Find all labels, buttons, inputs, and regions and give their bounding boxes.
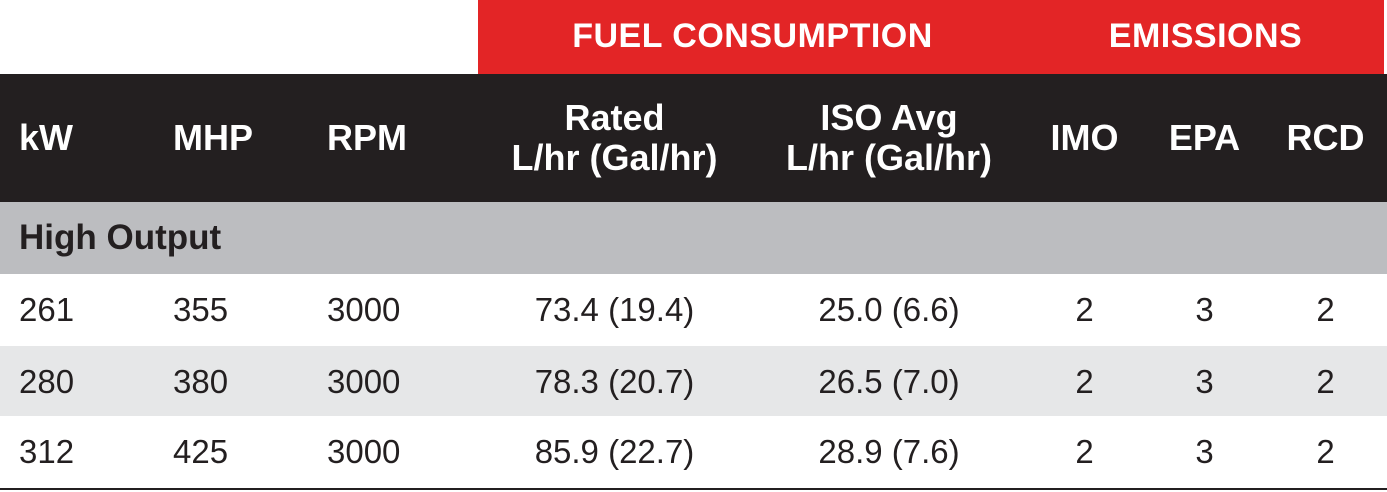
cell-rated: 73.4 (19.4) <box>534 291 695 328</box>
table-bottom-rule <box>0 488 1387 490</box>
header-iso-line1: ISO Avg <box>820 97 958 138</box>
header-kw: kW <box>19 74 169 202</box>
cell-rpm: 3000 <box>327 291 401 328</box>
cell-rpm: 3000 <box>327 363 401 400</box>
section-row-high-output: High Output <box>0 202 1387 274</box>
header-rcd: RCD <box>1267 74 1384 202</box>
cell-epa: 3 <box>1195 291 1214 328</box>
header-rpm-label: RPM <box>327 117 407 158</box>
header-rated-line2: L/hr (Gal/hr) <box>511 137 718 178</box>
header-rated-line1: Rated <box>564 97 665 138</box>
cell-rcd: 2 <box>1316 363 1335 400</box>
cell-epa: 3 <box>1195 433 1214 470</box>
section-label: High Output <box>19 218 222 257</box>
table-row: 261 355 3000 73.4 (19.4) 25.0 (6.6) 2 3 … <box>0 274 1387 346</box>
cell-rated: 78.3 (20.7) <box>534 363 695 400</box>
header-imo-label: IMO <box>1050 117 1119 158</box>
cell-kw: 261 <box>19 291 75 328</box>
cell-iso-avg: 25.0 (6.6) <box>818 291 960 328</box>
table-row: 280 380 3000 78.3 (20.7) 26.5 (7.0) 2 3 … <box>0 346 1387 418</box>
cell-kw: 312 <box>19 433 75 470</box>
header-epa-label: EPA <box>1168 117 1241 158</box>
cell-mhp: 380 <box>173 363 229 400</box>
column-group-row: FUEL CONSUMPTION EMISSIONS <box>0 0 1387 74</box>
cell-rcd: 2 <box>1316 433 1335 470</box>
header-kw-label: kW <box>19 117 73 158</box>
cell-iso-avg: 28.9 (7.6) <box>818 433 960 470</box>
cell-kw: 280 <box>19 363 75 400</box>
cell-rated: 85.9 (22.7) <box>534 433 695 470</box>
cell-rpm: 3000 <box>327 433 401 470</box>
cell-rcd: 2 <box>1316 291 1335 328</box>
header-iso-avg: ISO Avg L/hr (Gal/hr) <box>751 74 1027 202</box>
cell-mhp: 355 <box>173 291 229 328</box>
header-rated: Rated L/hr (Gal/hr) <box>478 74 751 202</box>
header-rcd-label: RCD <box>1286 117 1365 158</box>
table-row: 312 425 3000 85.9 (22.7) 28.9 (7.6) 2 3 … <box>0 416 1387 488</box>
cell-epa: 3 <box>1195 363 1214 400</box>
header-mhp: MHP <box>173 74 323 202</box>
header-rpm: RPM <box>327 74 477 202</box>
fuel-consumption-group-header: FUEL CONSUMPTION <box>478 0 1027 74</box>
emissions-group-header: EMISSIONS <box>1027 0 1384 74</box>
header-epa: EPA <box>1142 74 1267 202</box>
header-mhp-label: MHP <box>173 117 253 158</box>
column-header-row: kW MHP RPM Rated L/hr (Gal/hr) ISO Avg L… <box>0 74 1387 202</box>
cell-imo: 2 <box>1075 433 1094 470</box>
cell-imo: 2 <box>1075 291 1094 328</box>
header-iso-line2: L/hr (Gal/hr) <box>786 137 992 178</box>
header-imo: IMO <box>1027 74 1142 202</box>
cell-imo: 2 <box>1075 363 1094 400</box>
cell-iso-avg: 26.5 (7.0) <box>818 363 960 400</box>
cell-mhp: 425 <box>173 433 229 470</box>
